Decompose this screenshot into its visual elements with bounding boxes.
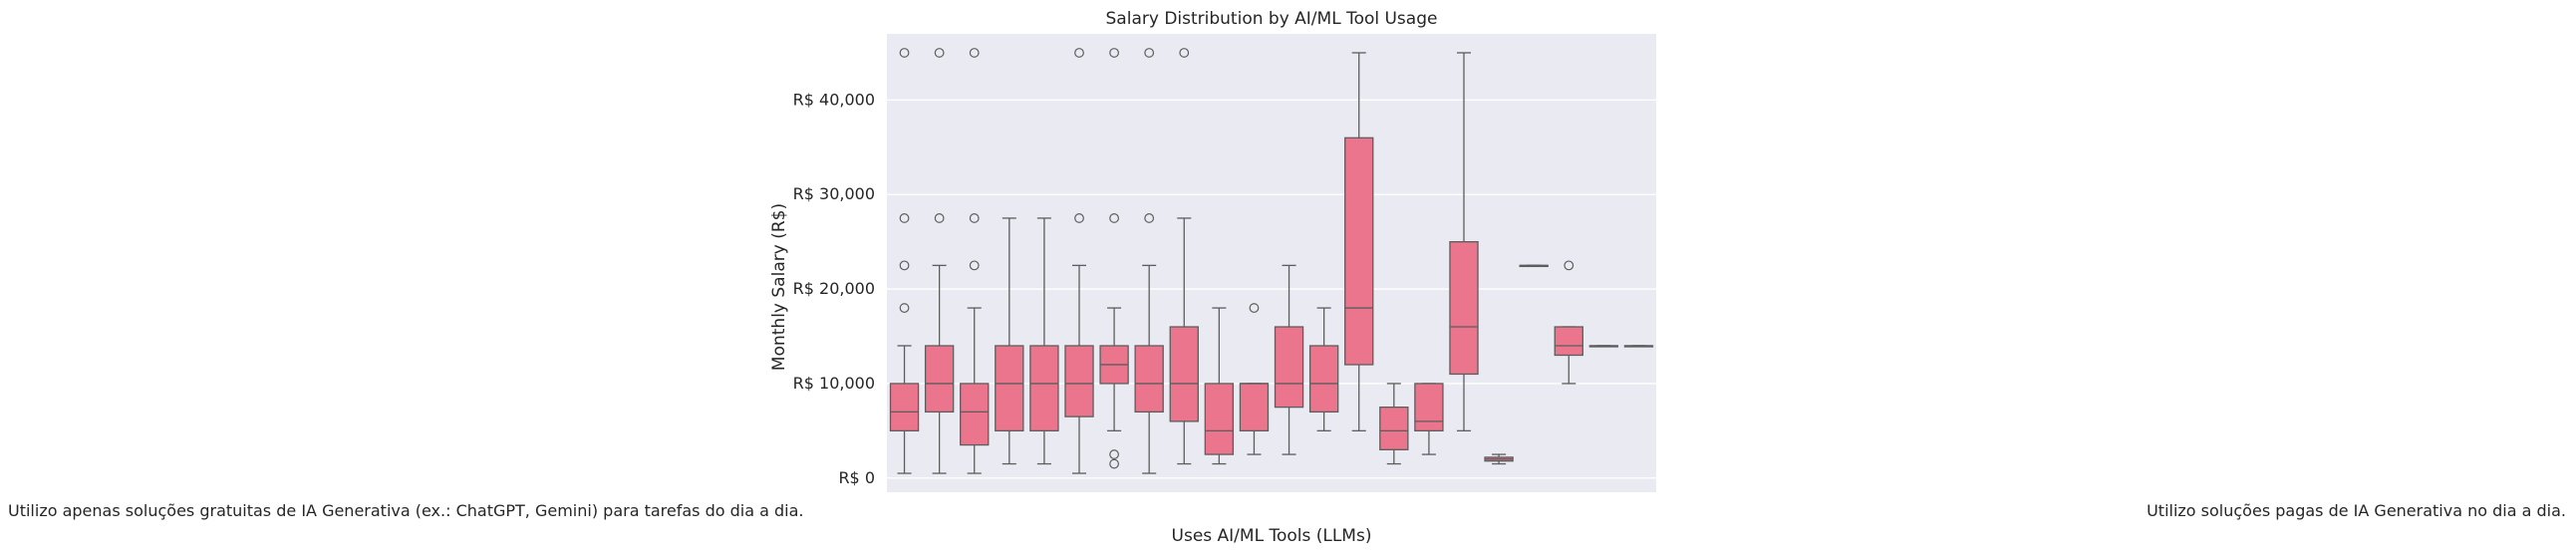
box-iqr — [1379, 406, 1409, 450]
box-9 — [1169, 48, 1199, 465]
box-layer — [889, 48, 1654, 474]
x-category-label: Utilizo apenas soluções gratuitas de IA … — [8, 501, 804, 520]
outlier-point — [1564, 260, 1574, 271]
x-category-labels: Utilizo apenas soluções gratuitas de IA … — [8, 501, 2566, 520]
y-tick-labels: R$ 0 R$ 10,000 R$ 20,000 R$ 30,000 R$ 40,000 — [793, 90, 875, 486]
box-15 — [1379, 383, 1409, 465]
x-category-label: Utilizo soluções pagas de IA Generativa … — [2147, 501, 2566, 520]
outlier-point — [1179, 48, 1190, 58]
box-iqr — [1134, 345, 1164, 414]
outlier-point — [1144, 213, 1155, 223]
box-2 — [924, 48, 955, 474]
box-iqr — [1344, 137, 1374, 366]
box-16 — [1414, 383, 1444, 455]
box-18 — [1484, 453, 1514, 465]
outlier-point — [1144, 48, 1155, 58]
box-11 — [1239, 303, 1270, 455]
outlier-point — [934, 213, 945, 223]
box-iqr — [1449, 241, 1479, 376]
box-5 — [1029, 217, 1059, 465]
box-iqr — [1308, 345, 1339, 414]
box-3 — [960, 48, 990, 474]
y-tick-label: R$ 30,000 — [793, 184, 875, 203]
chart-title: Salary Distribution by AI/ML Tool Usage — [1106, 9, 1438, 29]
box-iqr — [924, 345, 955, 414]
outlier-point — [899, 303, 910, 313]
outlier-point — [899, 48, 910, 58]
box-iqr — [1204, 383, 1235, 455]
outlier-point — [1109, 458, 1119, 469]
box-12 — [1274, 264, 1304, 455]
outlier-point — [899, 260, 910, 271]
box-iqr — [1029, 345, 1059, 432]
y-axis-label: Monthly Salary (R$) — [769, 203, 789, 371]
box-22 — [1623, 345, 1654, 348]
outlier-point — [934, 48, 945, 58]
y-tick-label: R$ 0 — [838, 468, 875, 487]
box-21 — [1588, 345, 1619, 348]
outlier-point — [1249, 303, 1260, 313]
box-iqr — [960, 383, 990, 446]
outlier-point — [1074, 213, 1084, 223]
box-iqr — [889, 383, 920, 432]
outlier-point — [1109, 48, 1119, 58]
box-iqr — [1554, 326, 1583, 357]
y-tick-label: R$ 20,000 — [793, 279, 875, 298]
box-iqr — [1064, 345, 1094, 417]
box-13 — [1308, 307, 1339, 432]
outlier-point — [969, 213, 980, 223]
x-axis-label: Uses AI/ML Tools (LLMs) — [1172, 526, 1372, 546]
y-tick-label: R$ 10,000 — [793, 374, 875, 393]
box-8 — [1134, 48, 1164, 474]
outlier-point — [1109, 449, 1119, 459]
box-4 — [995, 217, 1024, 465]
y-tick-label: R$ 40,000 — [793, 90, 875, 109]
box-17 — [1449, 52, 1479, 432]
box-19 — [1519, 264, 1549, 268]
box-iqr — [995, 345, 1024, 432]
box-iqr — [1169, 326, 1199, 422]
outlier-point — [1109, 213, 1119, 223]
box-10 — [1204, 307, 1235, 465]
box-20 — [1554, 260, 1583, 385]
box-1 — [889, 48, 920, 474]
outlier-point — [1074, 48, 1084, 58]
box-iqr — [1414, 383, 1444, 432]
box-iqr — [1239, 383, 1270, 432]
box-7 — [1099, 48, 1129, 469]
outlier-point — [969, 260, 980, 271]
outlier-point — [899, 213, 910, 223]
box-14 — [1344, 52, 1374, 432]
outlier-point — [969, 48, 980, 58]
box-6 — [1064, 48, 1094, 474]
box-iqr — [1274, 326, 1304, 409]
